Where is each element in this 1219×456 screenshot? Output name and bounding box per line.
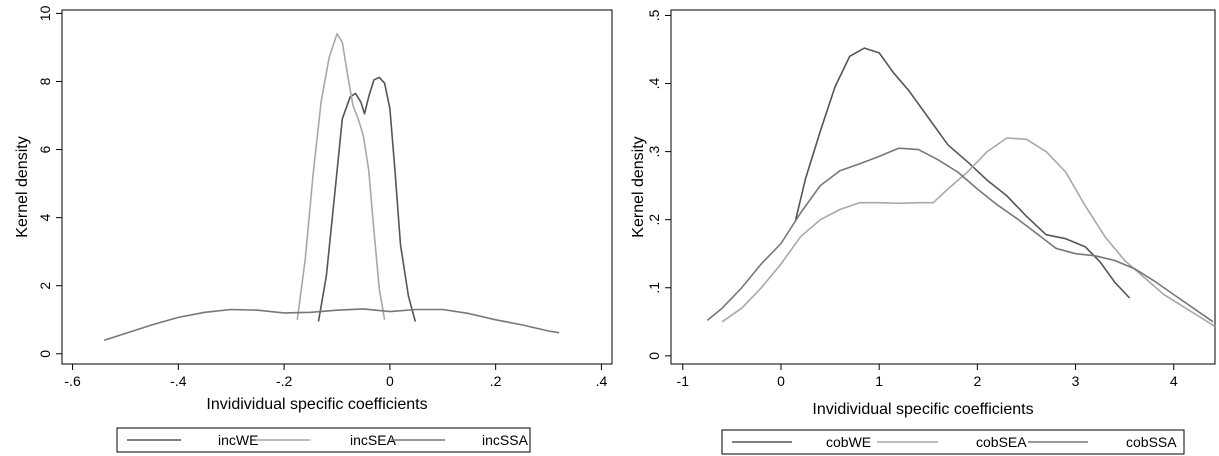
x-tick-label: -.2 [276,373,293,389]
series-line-cobWE [794,47,1131,299]
y-tick-label: 0 [37,350,53,358]
y-axis-label: Kernel density [630,136,647,237]
x-tick-label: .2 [490,373,502,389]
y-axis-label: Kernel density [14,136,31,237]
x-axis-label: Invidividual specific coefficients [206,396,427,413]
legend: cobWE cobSEA cobSSA [721,429,1185,455]
y-tick-label: 10 [37,5,53,21]
legend-box [721,429,1185,455]
chart-2: -1 0 1 2 3 4 0 .1 .2 .3 .4 .5 Invidividual specific … [630,9,1216,455]
plot-area [61,9,613,365]
legend-label: incWE [218,432,258,448]
legend-label: cobSEA [976,434,1027,450]
y-tick-label: .1 [646,282,662,294]
x-tick-label: 0 [386,373,394,389]
series-line-cobSSA [706,147,1214,323]
legend-label: incSEA [350,432,397,448]
x-tick-label: 2 [973,373,981,389]
series-line-cobSEA [721,137,1216,328]
legend-label: cobWE [826,434,871,450]
x-axis-label: Invidividual specific coefficients [812,401,1033,418]
series-line-incSSA [104,308,560,341]
x-tick-label: 4 [1170,373,1178,389]
y-tick-label: 6 [37,145,53,153]
legend-label: incSSA [482,432,529,448]
y-tick-label: .4 [646,77,662,89]
legend: incWE incSEA incSSA [116,427,531,453]
y-tick-label: 2 [37,282,53,290]
legend-label: cobSSA [1126,434,1177,450]
legend-box [116,427,531,453]
series-line-incWE [317,76,417,322]
x-tick-label: -.4 [170,373,187,389]
y-tick-label: .2 [646,214,662,226]
chart-1: -.6 -.4 -.2 0 .2 .4 0 2 4 6 8 10 Invidividual specif… [14,5,613,453]
series-line-incSEA [296,33,386,320]
y-tick-label: .3 [646,146,662,158]
x-tick-label: 3 [1072,373,1080,389]
y-tick-label: .5 [646,9,662,21]
x-tick-label: 1 [875,373,883,389]
plot-area [670,9,1216,365]
x-tick-label: -.6 [64,373,81,389]
y-tick-label: 0 [646,352,662,360]
x-tick-label: .4 [596,373,608,389]
x-tick-label: 0 [777,373,785,389]
y-tick-label: 8 [37,77,53,85]
x-tick-label: -1 [677,373,690,389]
y-tick-label: 4 [37,214,53,222]
